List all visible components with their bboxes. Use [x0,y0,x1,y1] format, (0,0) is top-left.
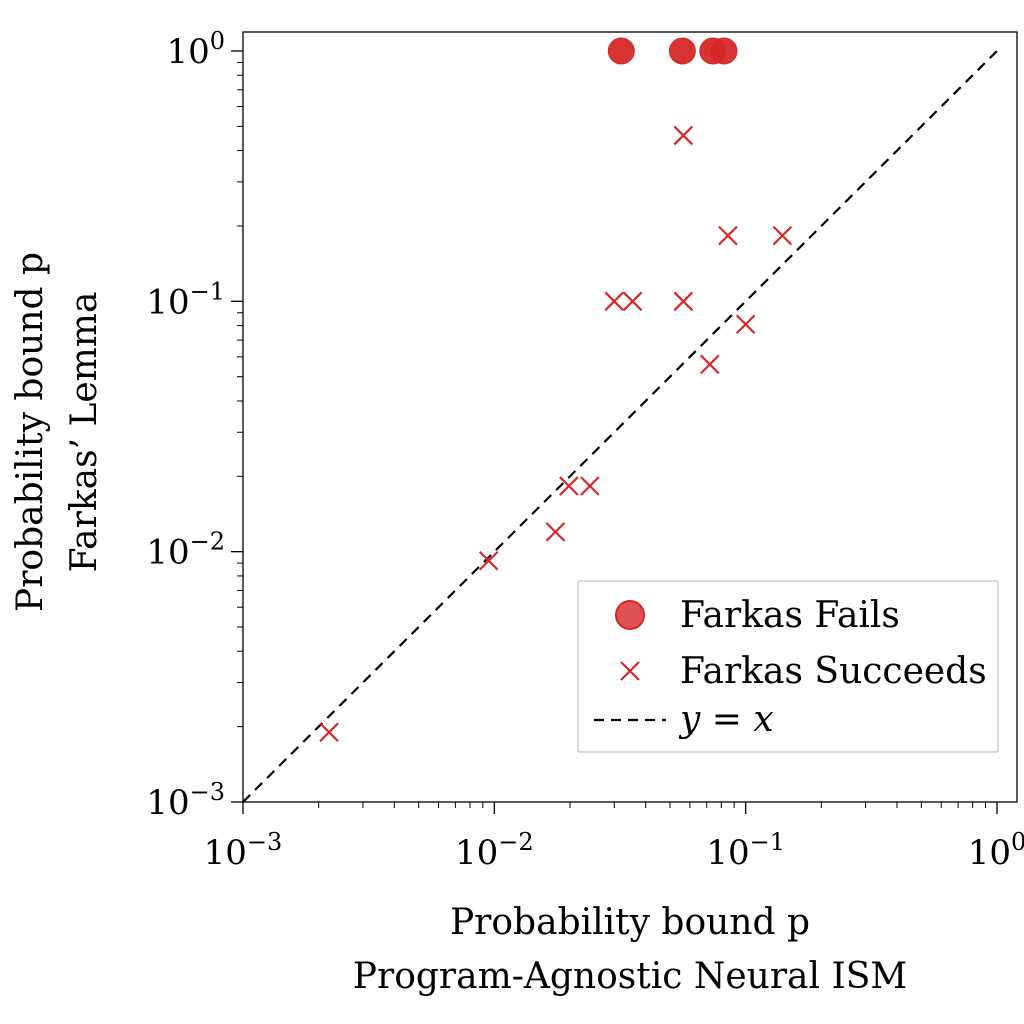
x-tick-label: 10−2 [455,828,534,873]
legend-label-succeeds: Farkas Succeeds [680,651,987,692]
y-tick-label: 10−2 [146,528,225,573]
y-tick-label: 10−3 [146,778,225,823]
x-marker-stroke [604,291,625,312]
point-farkas-succeeds [718,225,738,246]
axis-ticks [231,50,998,814]
x-marker-stroke [673,291,694,312]
point-farkas-succeeds [622,291,643,312]
x-marker-stroke [700,354,720,375]
scatter-points [319,37,793,742]
point-farkas-fails [710,37,738,65]
x-marker-stroke [622,291,643,312]
point-farkas-succeeds [580,476,600,496]
legend: Farkas Fails Farkas Succeeds y = x [577,580,999,753]
identity-line [242,50,998,803]
x-tick-label: 10−1 [706,828,785,873]
identity-line-layer [242,50,998,803]
point-farkas-succeeds [700,354,720,375]
point-farkas-fails [607,37,635,65]
x-marker-stroke [545,522,566,542]
point-farkas-succeeds [735,314,756,335]
y-axis-label-line-1: Probability bound p [10,252,51,612]
point-farkas-succeeds [559,476,579,496]
legend-label-identity: y = x [678,699,774,740]
x-marker-stroke [620,661,640,681]
x-axis-label-line-2: Program-Agnostic Neural ISM [353,956,907,997]
legend-marker-circle [615,600,645,630]
plot-frame [242,31,1018,803]
y-tick-label: 100 [166,27,225,72]
x-marker-stroke [559,476,579,496]
x-marker-stroke [319,722,339,742]
y-axis-label: Probability bound p Farkas’ Lemma [10,252,105,612]
x-tick-label: 10−3 [204,828,283,873]
x-marker-stroke [772,225,793,246]
tick-labels: 10−3 10−2 10−1 100 10−3 10−2 10−1 100 [146,27,1024,873]
legend-box [577,580,999,753]
point-farkas-succeeds [772,225,793,246]
point-farkas-succeeds [673,291,694,312]
x-axis-label-line-1: Probability bound p [450,902,810,943]
y-tick-label: 10−1 [146,277,225,322]
x-tick-label: 100 [968,828,1024,873]
point-farkas-succeeds [604,291,625,312]
y-axis-label-line-2: Farkas’ Lemma [64,292,105,573]
point-farkas-succeeds [319,722,339,742]
point-farkas-succeeds [545,522,566,542]
x-marker-stroke [478,550,499,571]
x-marker-stroke [735,314,756,335]
point-farkas-succeeds [673,125,694,146]
x-marker-stroke [718,225,738,246]
x-marker-stroke [580,476,600,496]
legend-marker-x [620,661,640,681]
point-farkas-succeeds [478,550,499,571]
point-farkas-fails [668,37,696,65]
x-marker-stroke [673,125,694,146]
legend-label-fails: Farkas Fails [680,595,900,636]
